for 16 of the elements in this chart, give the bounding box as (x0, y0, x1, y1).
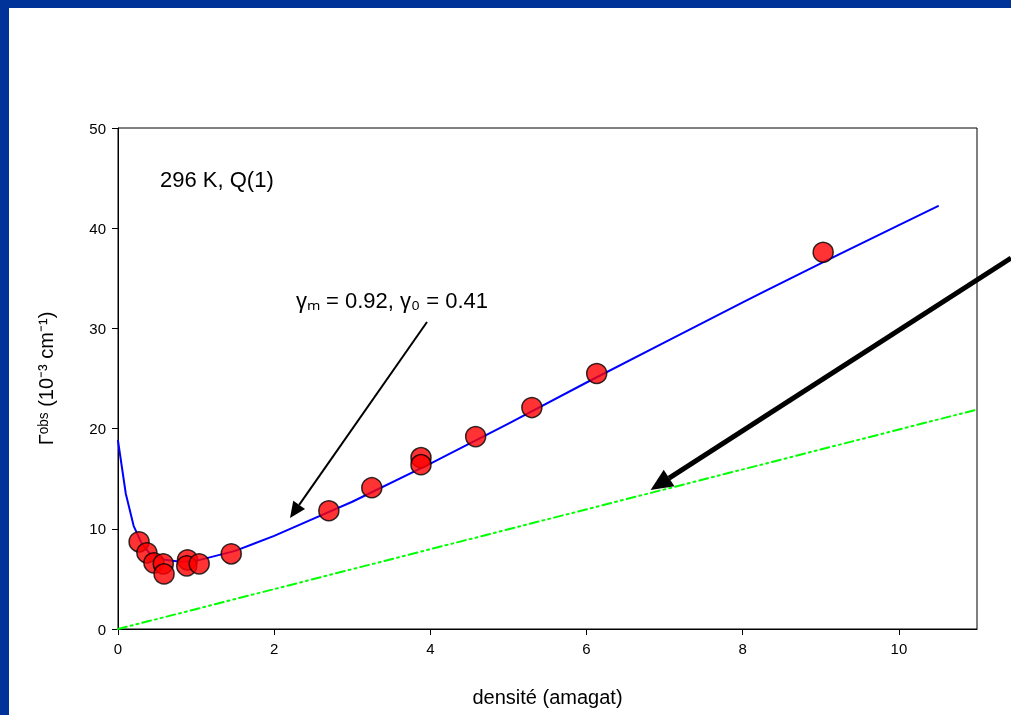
y-tick-label: 0 (97, 620, 106, 638)
annotation: γₘ = 0.92, γ₀ = 0.41 (295, 287, 489, 313)
y-tick-label: 40 (89, 219, 106, 237)
x-tick-label: 6 (582, 640, 591, 657)
x-tick-label: 10 (890, 640, 908, 657)
y-tick-label: 50 (89, 119, 106, 137)
x-tick-label: 0 (113, 640, 123, 657)
x-tick-label: 8 (738, 640, 747, 657)
x-axis-title: densité (amagat) (472, 686, 623, 708)
annotation: 296 K, Q(1) (160, 166, 274, 192)
y-tick-label: 10 (89, 520, 106, 538)
x-tick-label: 2 (270, 640, 279, 657)
y-axis-title: Γᵒᵇˢ (10⁻³ cm⁻¹) (35, 311, 57, 446)
y-tick-label: 30 (89, 319, 106, 337)
y-tick-label: 20 (89, 420, 106, 438)
x-tick-label: 4 (426, 640, 435, 657)
